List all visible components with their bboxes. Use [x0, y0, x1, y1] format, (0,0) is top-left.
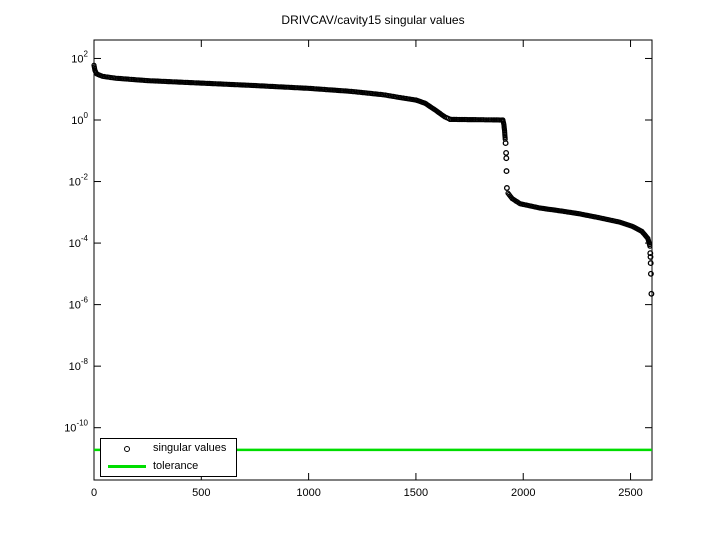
y-tick-label: 10-4 [69, 234, 89, 250]
y-tick-label: 10-6 [69, 296, 89, 312]
x-tick-label: 0 [91, 487, 97, 499]
x-tick-label: 2500 [618, 487, 642, 499]
y-tick-label: 100 [71, 111, 88, 127]
legend-entry-singular-values: singular values [101, 440, 236, 457]
chart-title: DRIVCAV/cavity15 singular values [281, 13, 465, 27]
y-tick-label: 10-2 [69, 173, 89, 189]
x-axis-ticks: 0 500 1000 1500 2000 2500 [91, 40, 643, 499]
x-tick-label: 2000 [511, 487, 535, 499]
legend-entry-tolerance: tolerance [101, 458, 236, 475]
legend-label-tolerance: tolerance [153, 460, 199, 472]
y-tick-label: 10-10 [64, 419, 88, 435]
singular-values-series [91, 62, 655, 297]
x-tick-label: 500 [192, 487, 210, 499]
legend: singular values tolerance [100, 438, 237, 477]
y-tick-label: 10-8 [69, 357, 89, 373]
legend-label-singular-values: singular values [153, 442, 227, 454]
legend-marker-cell [101, 465, 153, 468]
tolerance-line-icon [108, 465, 146, 468]
x-tick-label: 1500 [404, 487, 428, 499]
x-tick-label: 1000 [296, 487, 320, 499]
circle-marker-icon [124, 445, 130, 452]
axes-box [93, 39, 653, 481]
y-axis-ticks: 102 100 10-2 10-4 10-6 10-8 10-10 [64, 49, 652, 435]
legend-marker-cell [101, 445, 153, 452]
y-tick-label: 102 [71, 49, 88, 65]
